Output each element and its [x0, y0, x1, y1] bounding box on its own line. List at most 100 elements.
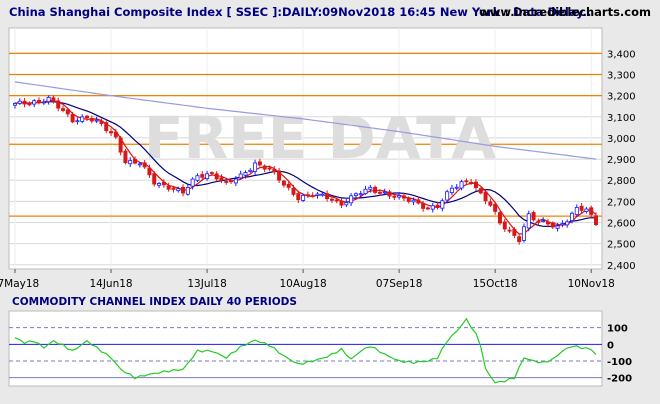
candle-body: [257, 161, 262, 166]
medium-moving-average: [14, 101, 597, 228]
candle-body: [85, 115, 90, 119]
candle-body: [502, 221, 507, 230]
candle: [161, 179, 166, 188]
candle-body: [363, 188, 368, 194]
candle: [445, 189, 450, 203]
candle: [469, 179, 474, 185]
candle: [238, 170, 243, 180]
candle-body: [594, 215, 599, 225]
candle: [195, 173, 200, 183]
candle-body: [574, 207, 579, 215]
price-tick-label: 2,600: [607, 218, 636, 229]
candle-body: [545, 221, 550, 225]
price-tick-label: 3,200: [607, 92, 636, 103]
candle-body: [526, 213, 531, 229]
candle: [75, 117, 80, 125]
candle-body: [238, 173, 243, 179]
candle: [99, 118, 104, 127]
cci-panel: [8, 310, 603, 387]
candle-body: [406, 197, 411, 202]
candle-body: [401, 195, 406, 199]
candle: [541, 217, 546, 223]
candle: [473, 179, 478, 191]
price-tick-label: 2,400: [607, 261, 636, 272]
long-moving-average: [14, 81, 597, 160]
candle-body: [425, 207, 430, 210]
candle: [291, 184, 296, 197]
site-link[interactable]: www.incrediblecharts.com: [479, 5, 651, 19]
candle-body: [483, 191, 488, 202]
candle-body: [99, 120, 104, 124]
candle-body: [253, 162, 258, 172]
candle: [176, 186, 181, 193]
candle: [133, 156, 138, 165]
candle-body: [435, 204, 440, 208]
candle-body: [344, 202, 349, 206]
candle: [104, 120, 109, 134]
candle: [401, 192, 406, 202]
candle: [190, 177, 195, 190]
candle-body: [128, 160, 133, 165]
candle-body: [449, 187, 454, 193]
cci-title: COMMODITY CHANNEL INDEX DAILY 40 PERIODS: [12, 296, 297, 308]
candle: [123, 148, 128, 165]
candle-body: [171, 187, 176, 190]
candle: [94, 116, 99, 124]
candle: [430, 202, 435, 213]
candle-body: [301, 194, 306, 201]
candle: [589, 205, 594, 218]
candle-body: [51, 97, 56, 102]
candle: [584, 206, 589, 214]
candle-body: [459, 181, 464, 189]
candle-body: [195, 175, 200, 181]
candle: [421, 200, 426, 212]
price-tick-label: 3,100: [607, 113, 636, 124]
candle: [579, 202, 584, 214]
candle-body: [281, 180, 286, 186]
candle-body: [488, 201, 493, 206]
candle: [536, 218, 541, 226]
cci-tick-label: 0: [607, 340, 614, 351]
candle: [425, 206, 430, 211]
candle: [310, 192, 315, 198]
candle: [262, 164, 267, 173]
candle: [147, 164, 152, 178]
candle: [229, 178, 234, 184]
candle-body: [137, 163, 142, 166]
candle: [483, 189, 488, 205]
price-tick-label: 3,000: [607, 134, 636, 145]
candle-body: [478, 188, 483, 194]
candle-body: [166, 185, 171, 190]
candle: [435, 201, 440, 210]
date-axis-labels: 17May18 14Jun18 13Jul18 10Aug18 07Sep18 15Oct…: [0, 269, 615, 290]
candle: [157, 181, 162, 189]
candle: [118, 135, 123, 156]
candle-body: [104, 122, 109, 131]
candle-body: [358, 193, 363, 196]
candle-body: [579, 205, 584, 211]
candle: [353, 192, 358, 198]
date-tick-label: 17May18: [0, 278, 39, 290]
candle: [555, 223, 560, 232]
candle: [185, 184, 190, 196]
candle: [325, 190, 330, 202]
candle: [560, 220, 565, 228]
cci-axis-labels: 100 0 -100 -200: [607, 324, 632, 385]
candle: [349, 193, 354, 206]
candle-body: [56, 100, 61, 109]
candle-body: [464, 180, 469, 183]
candle: [497, 210, 502, 226]
candle-body: [584, 208, 589, 213]
candle: [363, 185, 368, 195]
candle: [550, 221, 555, 230]
candle: [171, 185, 176, 193]
candle: [339, 198, 344, 209]
date-tick-label: 10Aug18: [279, 278, 326, 290]
date-tick-label: 15Oct18: [473, 278, 518, 290]
candle: [46, 95, 51, 105]
candle-body: [75, 120, 80, 123]
candle: [521, 223, 526, 243]
candle-body: [377, 192, 382, 194]
candle-body: [118, 137, 123, 153]
candle-body: [440, 200, 445, 209]
